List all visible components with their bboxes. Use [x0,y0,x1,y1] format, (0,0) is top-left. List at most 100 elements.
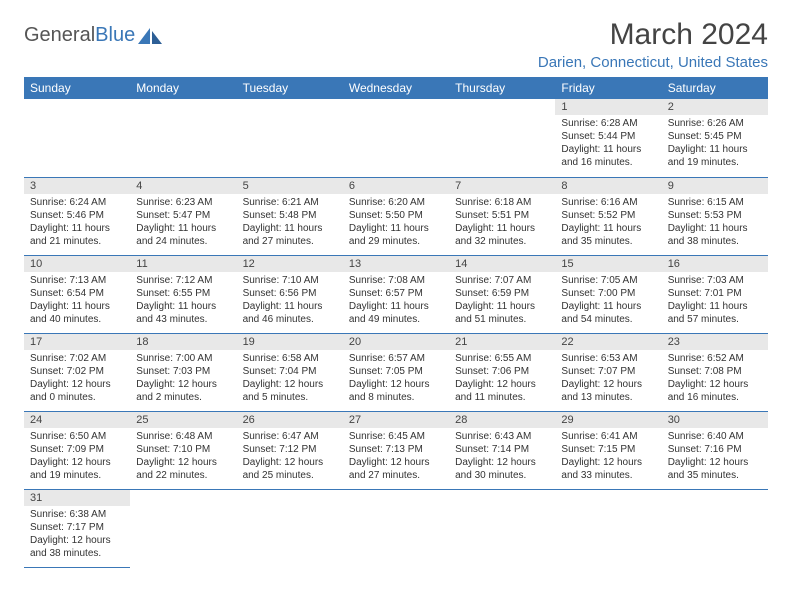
daylight-text-2: and 35 minutes. [668,469,762,482]
day-data: Sunrise: 6:52 AMSunset: 7:08 PMDaylight:… [662,350,768,408]
day-data: Sunrise: 6:26 AMSunset: 5:45 PMDaylight:… [662,115,768,173]
calendar-cell: 21Sunrise: 6:55 AMSunset: 7:06 PMDayligh… [449,333,555,411]
calendar-cell: 22Sunrise: 6:53 AMSunset: 7:07 PMDayligh… [555,333,661,411]
day-data: Sunrise: 6:20 AMSunset: 5:50 PMDaylight:… [343,194,449,252]
calendar-cell [130,489,236,567]
day-data: Sunrise: 6:48 AMSunset: 7:10 PMDaylight:… [130,428,236,486]
sunset-text: Sunset: 5:50 PM [349,209,443,222]
daylight-text-2: and 5 minutes. [243,391,337,404]
day-number: 20 [343,334,449,350]
sunset-text: Sunset: 7:07 PM [561,365,655,378]
sunrise-text: Sunrise: 6:55 AM [455,352,549,365]
sunrise-text: Sunrise: 7:02 AM [30,352,124,365]
sunset-text: Sunset: 5:46 PM [30,209,124,222]
sunset-text: Sunset: 5:52 PM [561,209,655,222]
daylight-text-2: and 22 minutes. [136,469,230,482]
day-data: Sunrise: 6:28 AMSunset: 5:44 PMDaylight:… [555,115,661,173]
daylight-text-1: Daylight: 12 hours [136,456,230,469]
sunrise-text: Sunrise: 6:18 AM [455,196,549,209]
day-number: 24 [24,412,130,428]
sunrise-text: Sunrise: 6:21 AM [243,196,337,209]
day-data: Sunrise: 6:18 AMSunset: 5:51 PMDaylight:… [449,194,555,252]
daylight-text-1: Daylight: 11 hours [668,143,762,156]
calendar-cell: 29Sunrise: 6:41 AMSunset: 7:15 PMDayligh… [555,411,661,489]
sunset-text: Sunset: 7:13 PM [349,443,443,456]
day-data: Sunrise: 6:24 AMSunset: 5:46 PMDaylight:… [24,194,130,252]
weekday-header: Friday [555,77,661,99]
weekday-header: Sunday [24,77,130,99]
sunrise-text: Sunrise: 6:53 AM [561,352,655,365]
day-number: 13 [343,256,449,272]
day-number: 10 [24,256,130,272]
sunset-text: Sunset: 6:55 PM [136,287,230,300]
day-number: 9 [662,178,768,194]
calendar-cell [237,99,343,177]
sunrise-text: Sunrise: 7:00 AM [136,352,230,365]
daylight-text-2: and 19 minutes. [668,156,762,169]
month-title: March 2024 [538,18,768,52]
daylight-text-1: Daylight: 11 hours [668,222,762,235]
sunrise-text: Sunrise: 6:48 AM [136,430,230,443]
daylight-text-2: and 40 minutes. [30,313,124,326]
day-number: 12 [237,256,343,272]
calendar-cell: 14Sunrise: 7:07 AMSunset: 6:59 PMDayligh… [449,255,555,333]
sunset-text: Sunset: 5:44 PM [561,130,655,143]
daylight-text-2: and 27 minutes. [243,235,337,248]
calendar-cell: 2Sunrise: 6:26 AMSunset: 5:45 PMDaylight… [662,99,768,177]
day-data: Sunrise: 6:38 AMSunset: 7:17 PMDaylight:… [24,506,130,564]
day-number: 14 [449,256,555,272]
day-data: Sunrise: 7:05 AMSunset: 7:00 PMDaylight:… [555,272,661,330]
calendar-cell: 13Sunrise: 7:08 AMSunset: 6:57 PMDayligh… [343,255,449,333]
daylight-text-1: Daylight: 11 hours [30,222,124,235]
sunset-text: Sunset: 7:00 PM [561,287,655,300]
sunrise-text: Sunrise: 7:12 AM [136,274,230,287]
daylight-text-1: Daylight: 11 hours [349,222,443,235]
daylight-text-2: and 2 minutes. [136,391,230,404]
day-data: Sunrise: 6:15 AMSunset: 5:53 PMDaylight:… [662,194,768,252]
calendar-row: 17Sunrise: 7:02 AMSunset: 7:02 PMDayligh… [24,333,768,411]
sunrise-text: Sunrise: 7:03 AM [668,274,762,287]
day-data: Sunrise: 6:23 AMSunset: 5:47 PMDaylight:… [130,194,236,252]
calendar-cell: 17Sunrise: 7:02 AMSunset: 7:02 PMDayligh… [24,333,130,411]
sunset-text: Sunset: 5:45 PM [668,130,762,143]
daylight-text-1: Daylight: 11 hours [136,222,230,235]
daylight-text-1: Daylight: 11 hours [668,300,762,313]
day-number: 23 [662,334,768,350]
calendar-cell: 4Sunrise: 6:23 AMSunset: 5:47 PMDaylight… [130,177,236,255]
sunrise-text: Sunrise: 6:28 AM [561,117,655,130]
calendar-cell [24,99,130,177]
day-data: Sunrise: 6:53 AMSunset: 7:07 PMDaylight:… [555,350,661,408]
sunrise-text: Sunrise: 6:15 AM [668,196,762,209]
logo-text-general: General [24,24,95,47]
calendar-cell: 7Sunrise: 6:18 AMSunset: 5:51 PMDaylight… [449,177,555,255]
day-data: Sunrise: 7:13 AMSunset: 6:54 PMDaylight:… [24,272,130,330]
calendar-cell: 3Sunrise: 6:24 AMSunset: 5:46 PMDaylight… [24,177,130,255]
daylight-text-2: and 51 minutes. [455,313,549,326]
calendar-cell [343,489,449,567]
calendar-cell [662,489,768,567]
sunset-text: Sunset: 6:59 PM [455,287,549,300]
sunrise-text: Sunrise: 7:08 AM [349,274,443,287]
sunset-text: Sunset: 7:10 PM [136,443,230,456]
daylight-text-2: and 46 minutes. [243,313,337,326]
sunset-text: Sunset: 7:03 PM [136,365,230,378]
daylight-text-2: and 30 minutes. [455,469,549,482]
weekday-header: Saturday [662,77,768,99]
daylight-text-1: Daylight: 12 hours [668,456,762,469]
sunrise-text: Sunrise: 6:23 AM [136,196,230,209]
day-number: 11 [130,256,236,272]
calendar-table: Sunday Monday Tuesday Wednesday Thursday… [24,77,768,568]
calendar-cell: 31Sunrise: 6:38 AMSunset: 7:17 PMDayligh… [24,489,130,567]
logo-sail-icon [138,28,164,46]
day-data: Sunrise: 6:16 AMSunset: 5:52 PMDaylight:… [555,194,661,252]
sunset-text: Sunset: 7:12 PM [243,443,337,456]
sunrise-text: Sunrise: 6:26 AM [668,117,762,130]
day-number: 18 [130,334,236,350]
calendar-cell: 20Sunrise: 6:57 AMSunset: 7:05 PMDayligh… [343,333,449,411]
header: GeneralBlue March 2024 Darien, Connectic… [24,18,768,71]
sunset-text: Sunset: 7:15 PM [561,443,655,456]
calendar-cell [449,99,555,177]
calendar-cell: 27Sunrise: 6:45 AMSunset: 7:13 PMDayligh… [343,411,449,489]
daylight-text-2: and 24 minutes. [136,235,230,248]
daylight-text-2: and 16 minutes. [561,156,655,169]
